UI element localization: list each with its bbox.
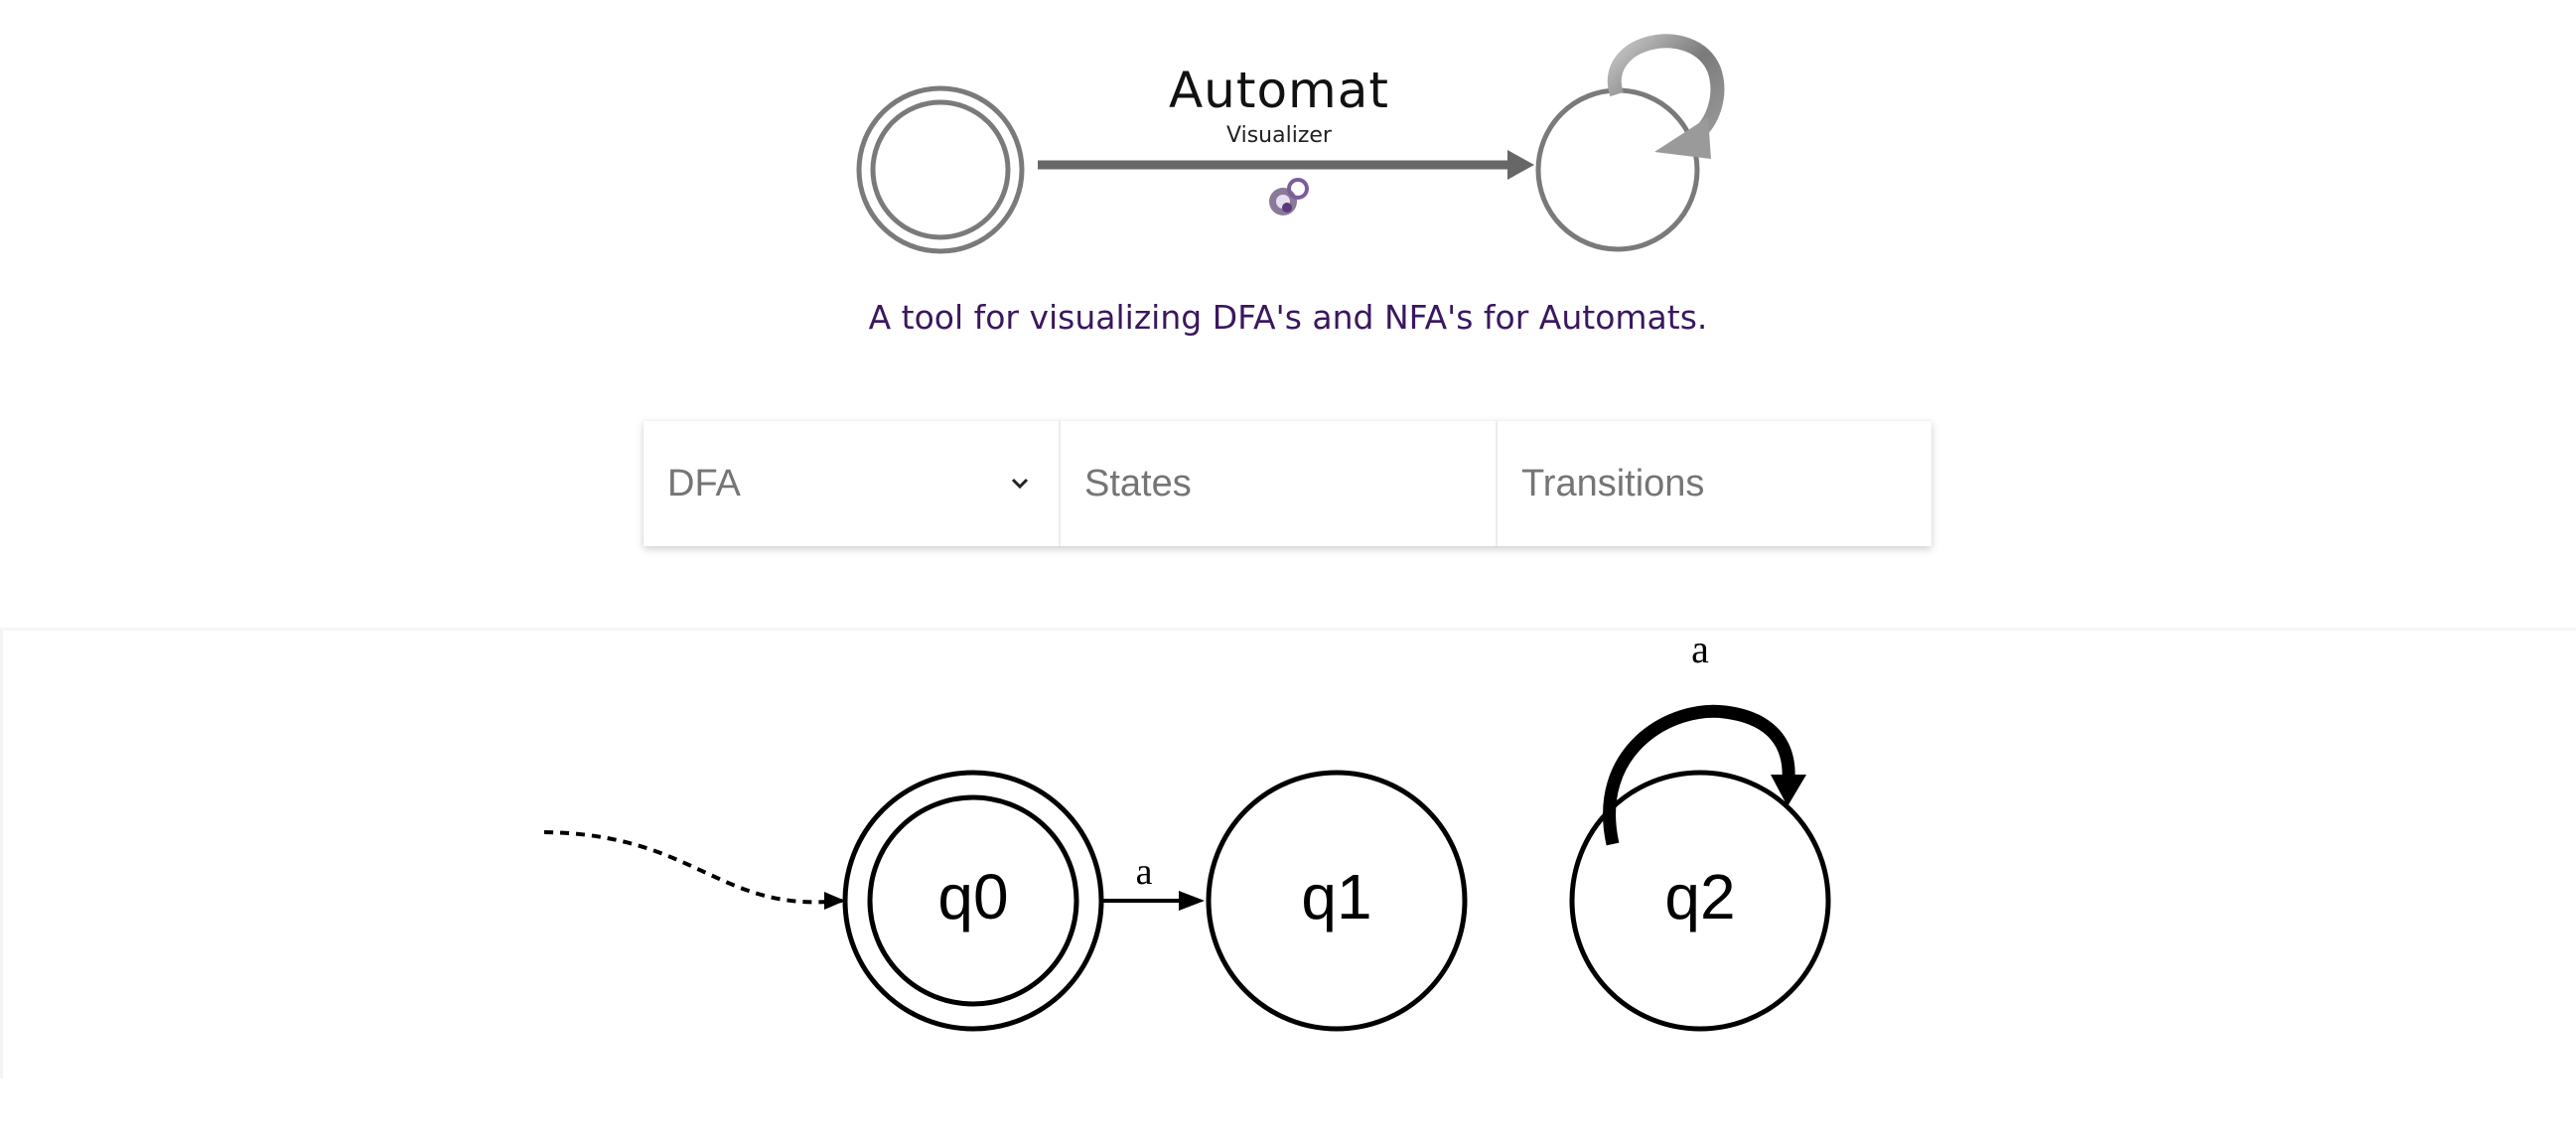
app-subtitle: Visualizer [1226, 123, 1332, 148]
gear-icon [1269, 178, 1309, 215]
automaton-type-select[interactable]: DFA [644, 421, 1059, 546]
state-q2[interactable]: q2 [1569, 770, 1831, 1032]
initial-arrow [543, 830, 843, 905]
automaton-diagram-panel: q0 a q1 q2 a [0, 628, 2576, 1078]
states-placeholder: States [1084, 462, 1192, 504]
transition-label: a [1136, 851, 1153, 893]
app-title: Automat [1168, 62, 1390, 119]
automaton-graph: q0 a q1 q2 a [543, 631, 1831, 1032]
self-loop-arrow [1603, 704, 1795, 846]
transitions-placeholder: Transitions [1521, 462, 1705, 504]
transition-label: a [1691, 631, 1709, 671]
state-q1[interactable]: q1 [1206, 770, 1468, 1032]
automaton-input-bar: DFA States Transitions [644, 421, 1932, 546]
chevron-down-icon [1011, 478, 1029, 490]
transition-arrowhead [1179, 891, 1205, 911]
automat-logo [856, 34, 1725, 254]
state-label: q2 [1664, 861, 1735, 932]
state-q0[interactable]: q0 [842, 770, 1104, 1032]
self-loop-arrowhead [1771, 775, 1806, 806]
state-label: q0 [937, 861, 1008, 932]
transitions-input[interactable]: Transitions [1496, 421, 1932, 546]
states-input[interactable]: States [1059, 421, 1496, 546]
state-label: q1 [1301, 861, 1371, 932]
tagline: A tool for visualizing DFA's and NFA's f… [868, 298, 1708, 337]
automaton-type-value: DFA [667, 462, 741, 504]
initial-arrowhead [824, 892, 845, 910]
